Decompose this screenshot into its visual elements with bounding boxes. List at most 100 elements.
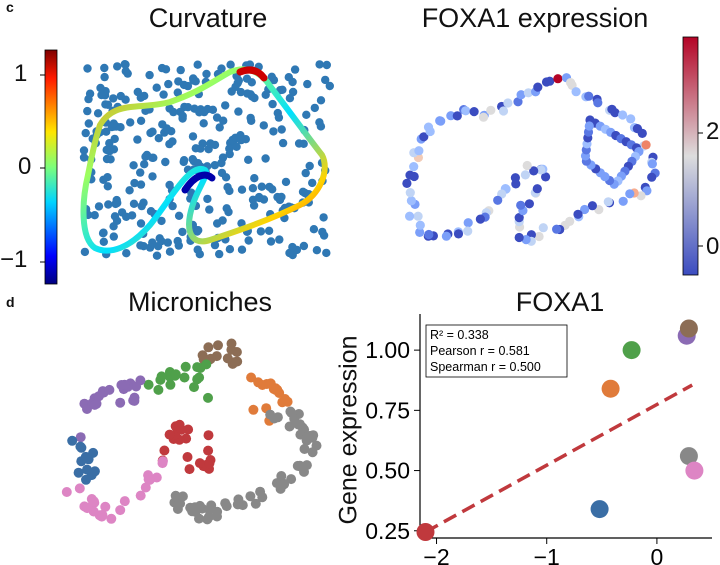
tissue-spot [157, 216, 166, 226]
tissue-spot [325, 81, 334, 91]
tissue-spot [281, 177, 291, 187]
microniche-spot [221, 501, 232, 512]
foxa1-spot [647, 172, 657, 182]
tissue-spot [210, 161, 219, 170]
tissue-spot [109, 232, 119, 241]
microniche-spot [89, 466, 100, 477]
foxa1-spot [436, 116, 446, 126]
foxa1-spot [415, 220, 425, 230]
foxa1-spot [516, 90, 526, 100]
microniche-spot [295, 461, 306, 472]
tissue-spot [145, 70, 154, 80]
tissue-spot [79, 146, 89, 155]
tissue-spot [269, 127, 278, 136]
tissue-spot [284, 73, 293, 82]
microniche-spot [284, 421, 295, 432]
tissue-spot [247, 78, 256, 87]
foxa1-spot [441, 231, 451, 241]
foxa1-spot [424, 229, 434, 240]
foxa1-spot [514, 232, 524, 243]
tissue-spot [215, 249, 224, 259]
microniche-spot [232, 499, 243, 510]
foxa1-spot [419, 132, 429, 142]
tissue-spot [244, 155, 253, 164]
foxa1-spot [618, 196, 628, 206]
y-tick-label: 0.75 [365, 397, 410, 423]
foxa1-spot [511, 179, 521, 189]
tissue-spot [81, 128, 90, 138]
scatter-point [679, 319, 698, 338]
tissue-spot [179, 156, 189, 165]
y-tick-label: 0.50 [365, 458, 410, 484]
tissue-spot [196, 144, 205, 153]
microniche-spot [157, 458, 168, 469]
microniche-spot [106, 513, 117, 524]
tissue-spot [103, 182, 113, 191]
tissue-spot [225, 245, 235, 254]
microniche-spot [299, 444, 310, 454]
scatter-points [416, 319, 704, 541]
foxa1-spot [533, 82, 543, 92]
microniche-spot [204, 458, 215, 469]
tissue-spot [168, 201, 177, 211]
microniche-spot [248, 404, 259, 415]
tissue-spot [140, 160, 149, 169]
microniche-spot [280, 394, 290, 404]
foxa1-spot [536, 165, 546, 175]
tissue-spot [195, 108, 204, 117]
foxa1-spot [522, 160, 532, 171]
tissue-spot [136, 180, 146, 189]
curvature-cbar-tick-1: 1 [14, 60, 28, 87]
tissue-spot [189, 76, 198, 85]
tissue-spot [194, 226, 203, 235]
tissue-spots [79, 59, 334, 260]
tissue-spot [157, 236, 166, 246]
tissue-spot [102, 154, 112, 164]
tissue-spot [161, 157, 170, 167]
tissue-spot [305, 161, 314, 171]
microniche-spot [115, 505, 126, 516]
tissue-spot [210, 240, 220, 250]
tissue-spot [285, 94, 295, 103]
microniche-spot [164, 429, 175, 440]
microniche-spot [119, 496, 130, 507]
foxa1-spot [529, 166, 539, 176]
tissue-spot [139, 198, 148, 207]
tissue-spot [136, 168, 145, 177]
tissue-spot [168, 137, 177, 146]
tissue-spot [148, 172, 157, 181]
tissue-spot [140, 91, 149, 101]
foxa1-spot [486, 105, 496, 115]
microniche-spot [73, 467, 84, 478]
microniche-spot [82, 464, 92, 475]
microniche-spot [93, 391, 104, 402]
microniche-spot [61, 487, 72, 497]
panel-label-c: c [6, 0, 14, 15]
tissue-spot [84, 119, 94, 128]
tissue-spot [176, 65, 185, 75]
microniches-title: Microniches [127, 287, 273, 317]
tissue-spot [121, 95, 130, 104]
tissue-spot [127, 211, 137, 220]
microniche-spot [286, 474, 297, 485]
tissue-spot [122, 249, 131, 258]
foxa1-spot [637, 128, 647, 138]
tissue-spot [268, 99, 277, 109]
foxa1-spot [584, 91, 594, 101]
tissue-spot [247, 116, 256, 126]
foxa1-spot [553, 74, 563, 84]
tissue-spot [316, 96, 326, 105]
foxa1-expression-title: FOXA1 expression [421, 3, 649, 33]
curvature-title: Curvature [148, 3, 268, 33]
tissue-spot [165, 247, 175, 256]
microniche-spot [83, 454, 94, 465]
tissue-spot [312, 246, 322, 255]
tissue-spot [248, 184, 258, 193]
foxa1-expression-spots [402, 73, 660, 246]
foxa1-spot [452, 111, 462, 121]
microniche-spot [203, 445, 214, 456]
foxa1-spot [493, 195, 503, 205]
tissue-spot [159, 90, 168, 99]
tissue-spot [244, 236, 253, 245]
